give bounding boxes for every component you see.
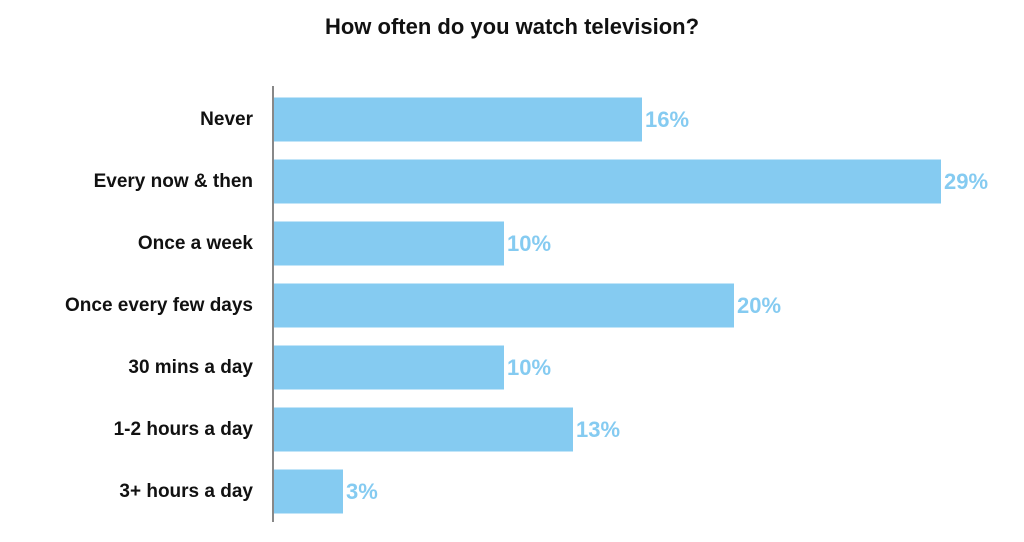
category-label-4: 30 mins a day xyxy=(128,357,253,378)
bar-0 xyxy=(274,97,642,142)
value-label-1: 29% xyxy=(944,169,988,194)
category-label-2: Once a week xyxy=(138,233,254,254)
chart-title: How often do you watch television? xyxy=(324,14,700,39)
bar-3 xyxy=(274,283,734,328)
value-label-5: 13% xyxy=(576,417,620,442)
bars-layer xyxy=(274,97,941,514)
category-label-0: Never xyxy=(200,109,253,130)
value-label-0: 16% xyxy=(645,107,689,132)
value-label-6: 3% xyxy=(346,479,378,504)
bar-5 xyxy=(274,407,573,452)
bar-2 xyxy=(274,221,504,266)
category-label-3: Once every few days xyxy=(65,295,253,316)
bar-4 xyxy=(274,345,504,390)
value-label-2: 10% xyxy=(507,231,551,256)
bar-6 xyxy=(274,469,343,514)
bar-1 xyxy=(274,159,941,204)
value-label-3: 20% xyxy=(737,293,781,318)
category-label-1: Every now & then xyxy=(94,171,253,192)
category-label-6: 3+ hours a day xyxy=(119,481,253,502)
category-label-5: 1-2 hours a day xyxy=(114,419,254,440)
value-label-4: 10% xyxy=(507,355,551,380)
labels-layer: Never 16% Every now & then 29% Once a week 10… xyxy=(65,107,988,504)
